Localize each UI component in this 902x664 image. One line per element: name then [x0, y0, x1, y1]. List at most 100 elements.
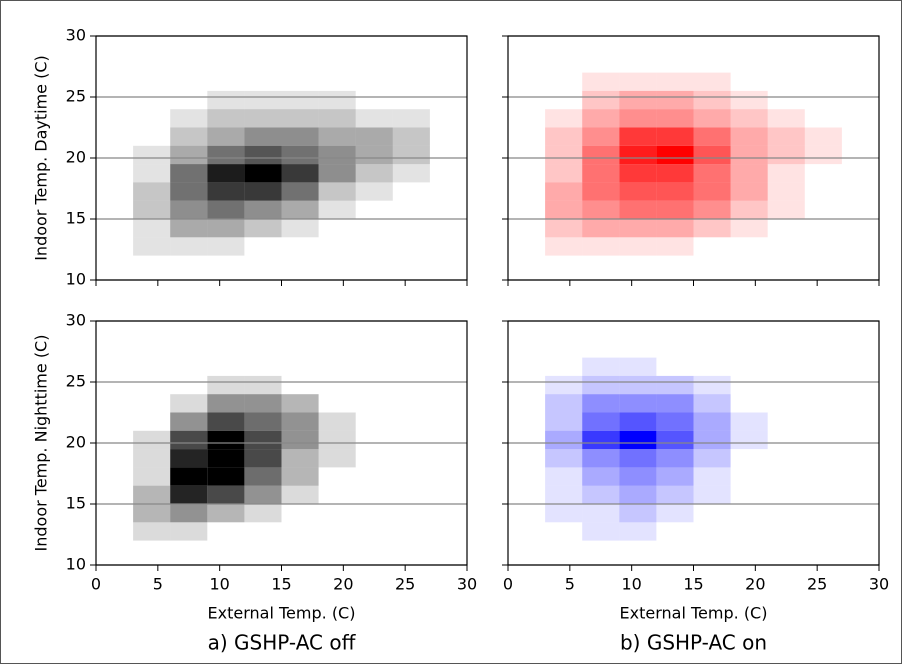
heat-cell	[318, 449, 356, 468]
heat-cell	[207, 109, 245, 128]
heat-cell	[656, 522, 693, 540]
heat-cell	[207, 90, 245, 110]
heat-cell	[768, 376, 805, 394]
heat-cell	[508, 486, 545, 504]
heat-cell	[96, 522, 133, 540]
heat-cell	[170, 430, 208, 450]
heat-cell	[281, 394, 319, 413]
heat-cell	[430, 164, 467, 182]
heat-cell	[545, 467, 583, 486]
heat-cell	[318, 412, 356, 431]
heat-cell	[207, 164, 245, 183]
heat-cell	[508, 164, 545, 182]
heat-cell	[768, 219, 805, 237]
heat-cell	[767, 127, 805, 146]
heat-cell	[731, 504, 768, 522]
heat-cell	[133, 522, 171, 541]
heat-cell	[281, 430, 319, 450]
heat-cell	[805, 467, 842, 485]
heat-cell	[619, 412, 657, 431]
heat-cell	[355, 109, 393, 128]
heat-cell	[393, 182, 430, 200]
heat-cell	[356, 394, 393, 412]
heat-cell	[170, 127, 208, 146]
axes-frame	[507, 35, 880, 281]
heat-cell	[96, 394, 133, 412]
heat-cell	[805, 73, 842, 91]
heat-cell	[508, 219, 545, 237]
heat-cell	[356, 504, 393, 522]
heat-cell	[244, 485, 282, 504]
heat-cell	[244, 164, 282, 183]
heat-cell	[768, 413, 805, 431]
heat-cell	[582, 412, 620, 431]
heat-cell	[244, 109, 282, 128]
heat-cell	[244, 358, 281, 376]
heat-cell	[96, 486, 133, 504]
heat-cell	[508, 449, 545, 467]
heat-cell	[768, 358, 805, 376]
heat-cell	[393, 467, 430, 485]
heat-cell	[805, 109, 842, 127]
heat-cell	[207, 449, 245, 468]
heat-cell	[842, 73, 879, 91]
heat-cell	[730, 200, 768, 219]
heat-cell	[318, 200, 356, 219]
heat-cell	[170, 449, 208, 468]
heat-cell	[730, 127, 768, 146]
heat-cell	[170, 219, 208, 238]
heat-cell	[656, 164, 694, 183]
heat-cell	[767, 182, 805, 201]
heat-cell	[318, 164, 356, 183]
heat-cell	[805, 164, 842, 182]
x-tick-label: 20	[333, 575, 353, 594]
y-tick-label: 30	[66, 311, 86, 330]
x-tick-label: 20	[745, 575, 765, 594]
heat-cell	[133, 449, 171, 468]
heat-cell	[656, 394, 694, 413]
heat-cell	[96, 219, 133, 237]
heat-cell	[805, 449, 842, 467]
heat-cell	[731, 394, 768, 412]
heat-cell	[133, 430, 171, 450]
heat-cell	[318, 182, 356, 201]
heat-cell	[170, 522, 208, 541]
heat-cell	[805, 522, 842, 540]
heat-cell	[318, 109, 356, 128]
heat-cell	[356, 431, 393, 449]
heat-cell	[133, 358, 170, 376]
heat-cell	[508, 128, 545, 146]
heat-cell	[694, 522, 731, 540]
heat-cell	[545, 109, 583, 128]
heat-cell	[133, 182, 171, 201]
heat-cell	[430, 376, 467, 394]
heat-cell	[508, 146, 545, 164]
heat-cell	[356, 449, 393, 467]
heat-cell	[842, 128, 879, 146]
heat-cell	[619, 200, 657, 219]
y-tick-label: 20	[66, 148, 86, 167]
heat-cell	[693, 412, 731, 431]
heat-cell	[133, 91, 170, 109]
heat-cell	[619, 90, 657, 110]
heat-cell	[805, 413, 842, 431]
heat-cell	[356, 467, 393, 485]
y-axis-label: Indoor Temp. Nighttime (C)	[32, 335, 51, 552]
heat-cell	[430, 467, 467, 485]
heat-cell	[244, 522, 281, 540]
heat-cell	[768, 91, 805, 109]
heat-cell	[582, 164, 620, 183]
heat-cell	[693, 219, 731, 238]
heat-cell	[282, 358, 319, 376]
heat-cell	[319, 486, 356, 504]
y-tick-label: 10	[66, 555, 86, 574]
heat-cell	[545, 127, 583, 146]
heat-cell	[508, 467, 545, 485]
heat-cell	[96, 504, 133, 522]
heat-cell	[805, 237, 842, 255]
heat-cell	[356, 91, 393, 109]
heat-cell	[430, 522, 467, 540]
heat-cell	[244, 219, 282, 238]
heat-cell	[244, 237, 281, 255]
heat-cell	[805, 431, 842, 449]
